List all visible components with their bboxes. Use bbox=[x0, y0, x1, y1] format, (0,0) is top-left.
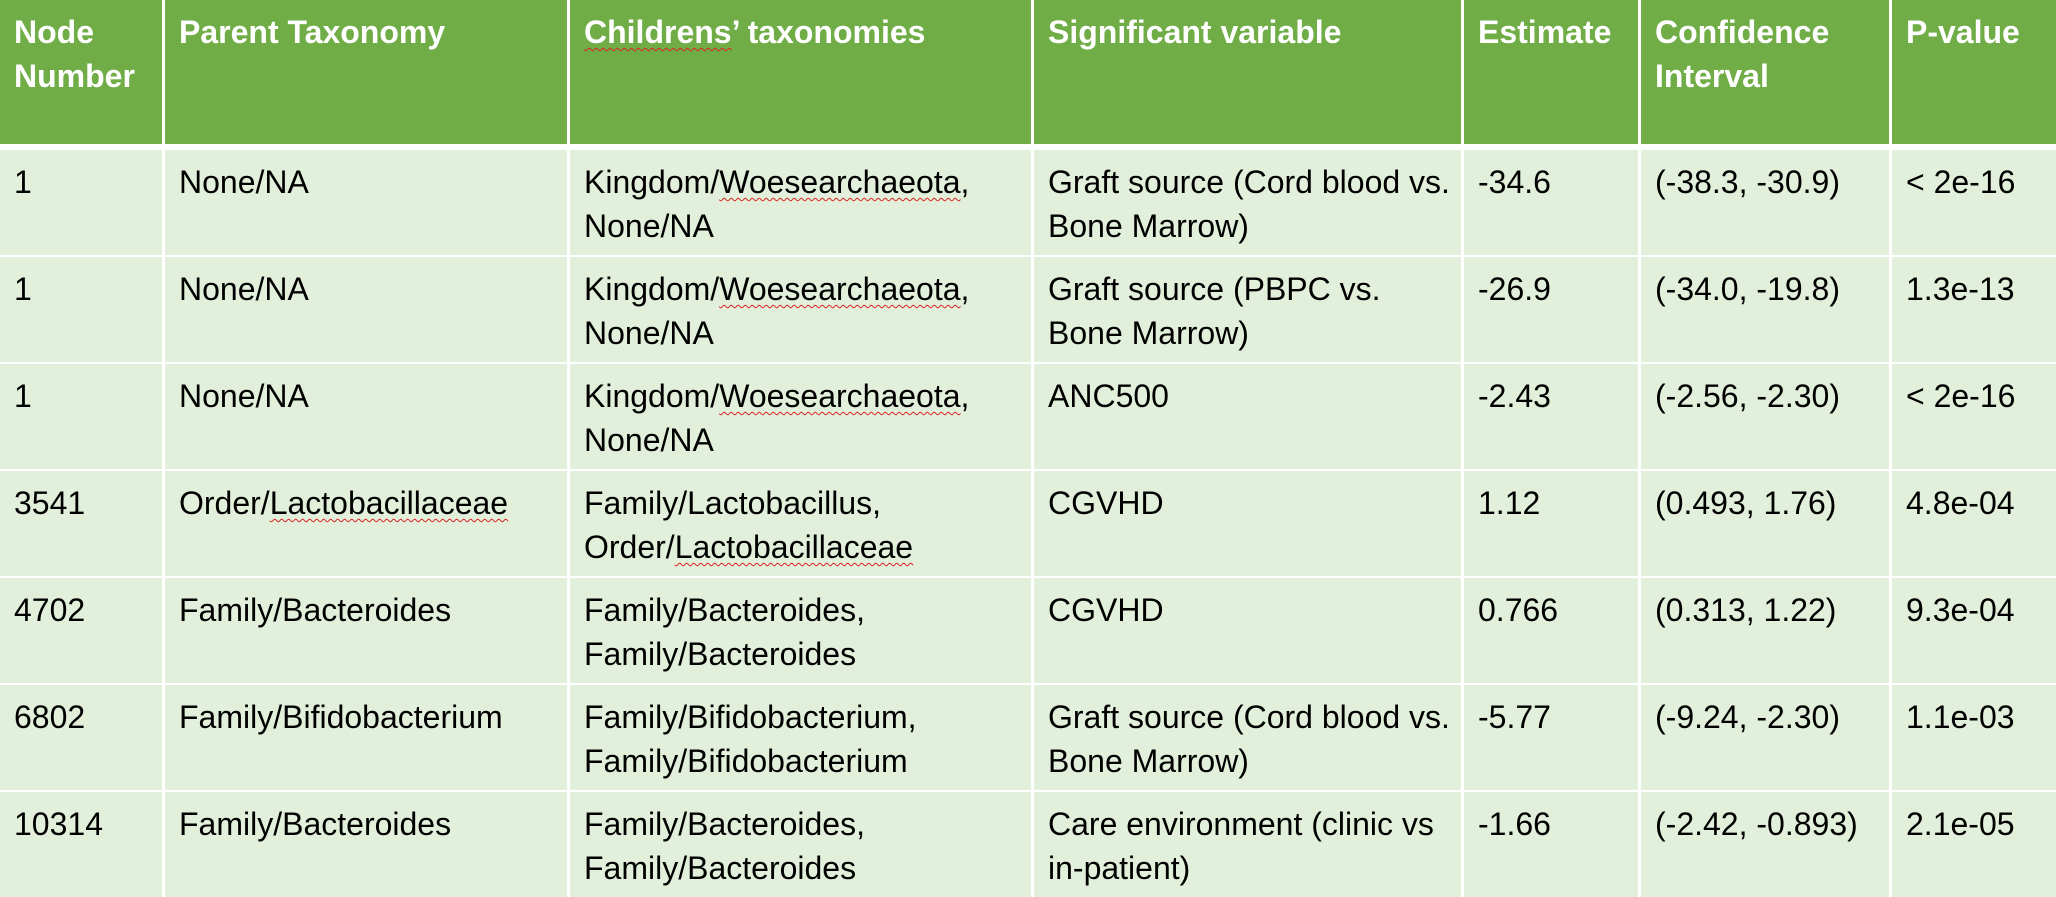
cell-p-value: 1.1e-03 bbox=[1892, 685, 2056, 790]
cell-node-number: 6802 bbox=[0, 685, 162, 790]
cell-estimate: -5.77 bbox=[1464, 685, 1638, 790]
cell-parent-taxonomy: None/NA bbox=[165, 257, 567, 362]
cell-childrens-taxonomies: Kingdom/Woesearchaeota, None/NA bbox=[570, 257, 1031, 362]
children-line-1: Kingdom/Woesearchaeota, bbox=[584, 164, 970, 200]
children-line-1: Family/Bifidobacterium, bbox=[584, 699, 917, 735]
cell-childrens-taxonomies: Family/Bacteroides, Family/Bacteroides bbox=[570, 578, 1031, 683]
cell-confidence-interval: (-38.3, -30.9) bbox=[1641, 150, 1889, 255]
cell-node-number: 4702 bbox=[0, 578, 162, 683]
header-significant-variable: Significant variable bbox=[1034, 0, 1461, 148]
cell-childrens-taxonomies: Family/Bifidobacterium, Family/Bifidobact… bbox=[570, 685, 1031, 790]
children-line-2: Order/Lactobacillaceae bbox=[584, 529, 914, 565]
cell-significant-variable: CGVHD bbox=[1034, 578, 1461, 683]
cell-significant-variable: Graft source (Cord blood vs. Bone Marrow… bbox=[1034, 685, 1461, 790]
children-line-2: Family/Bifidobacterium bbox=[584, 743, 908, 779]
cell-estimate: -34.6 bbox=[1464, 150, 1638, 255]
cell-confidence-interval: (0.493, 1.76) bbox=[1641, 471, 1889, 576]
cell-significant-variable: Graft source (Cord blood vs. Bone Marrow… bbox=[1034, 150, 1461, 255]
cell-estimate: 0.766 bbox=[1464, 578, 1638, 683]
children-line-2: None/NA bbox=[584, 422, 714, 458]
header-childrens-taxonomies: Childrens’ taxonomies bbox=[570, 0, 1031, 148]
header-node-number: Node Number bbox=[0, 0, 162, 148]
cell-p-value: < 2e-16 bbox=[1892, 150, 2056, 255]
cell-p-value: 1.3e-13 bbox=[1892, 257, 2056, 362]
cell-estimate: -1.66 bbox=[1464, 792, 1638, 897]
cell-estimate: 1.12 bbox=[1464, 471, 1638, 576]
header-confidence-interval: Confidence Interval bbox=[1641, 0, 1889, 148]
cell-parent-taxonomy: None/NA bbox=[165, 150, 567, 255]
header-p-value: P-value bbox=[1892, 0, 2056, 148]
children-line-2: Family/Bacteroides bbox=[584, 636, 857, 672]
children-line-2: Family/Bacteroides bbox=[584, 850, 857, 886]
children-line-1: Kingdom/Woesearchaeota, bbox=[584, 378, 970, 414]
cell-parent-taxonomy: Order/Lactobacillaceae bbox=[165, 471, 567, 576]
children-line-1: Family/Bacteroides, bbox=[584, 592, 865, 628]
cell-parent-taxonomy: Family/Bifidobacterium bbox=[165, 685, 567, 790]
cell-confidence-interval: (-2.56, -2.30) bbox=[1641, 364, 1889, 469]
cell-childrens-taxonomies: Family/Bacteroides, Family/Bacteroides bbox=[570, 792, 1031, 897]
header-estimate: Estimate bbox=[1464, 0, 1638, 148]
cell-childrens-taxonomies: Kingdom/Woesearchaeota, None/NA bbox=[570, 364, 1031, 469]
cell-parent-taxonomy: None/NA bbox=[165, 364, 567, 469]
children-line-2: None/NA bbox=[584, 315, 714, 351]
cell-node-number: 1 bbox=[0, 257, 162, 362]
cell-node-number: 10314 bbox=[0, 792, 162, 897]
cell-p-value: 2.1e-05 bbox=[1892, 792, 2056, 897]
cell-confidence-interval: (0.313, 1.22) bbox=[1641, 578, 1889, 683]
cell-estimate: -26.9 bbox=[1464, 257, 1638, 362]
cell-parent-taxonomy: Family/Bacteroides bbox=[165, 792, 567, 897]
children-line-2: None/NA bbox=[584, 208, 714, 244]
cell-estimate: -2.43 bbox=[1464, 364, 1638, 469]
cell-childrens-taxonomies: Kingdom/Woesearchaeota, None/NA bbox=[570, 150, 1031, 255]
cell-childrens-taxonomies: Family/Lactobacillus, Order/Lactobacillac… bbox=[570, 471, 1031, 576]
cell-confidence-interval: (-34.0, -19.8) bbox=[1641, 257, 1889, 362]
cell-node-number: 1 bbox=[0, 150, 162, 255]
cell-node-number: 1 bbox=[0, 364, 162, 469]
cell-significant-variable: CGVHD bbox=[1034, 471, 1461, 576]
children-line-1: Family/Lactobacillus, bbox=[584, 485, 881, 521]
cell-parent-taxonomy: Family/Bacteroides bbox=[165, 578, 567, 683]
cell-node-number: 3541 bbox=[0, 471, 162, 576]
cell-p-value: 9.3e-04 bbox=[1892, 578, 2056, 683]
cell-significant-variable: Graft source (PBPC vs. Bone Marrow) bbox=[1034, 257, 1461, 362]
children-line-1: Kingdom/Woesearchaeota, bbox=[584, 271, 970, 307]
cell-confidence-interval: (-2.42, -0.893) bbox=[1641, 792, 1889, 897]
cell-significant-variable: Care environment (clinic vs in-patient) bbox=[1034, 792, 1461, 897]
cell-p-value: 4.8e-04 bbox=[1892, 471, 2056, 576]
children-line-1: Family/Bacteroides, bbox=[584, 806, 865, 842]
cell-significant-variable: ANC500 bbox=[1034, 364, 1461, 469]
cell-p-value: < 2e-16 bbox=[1892, 364, 2056, 469]
header-parent-taxonomy: Parent Taxonomy bbox=[165, 0, 567, 148]
cell-confidence-interval: (-9.24, -2.30) bbox=[1641, 685, 1889, 790]
